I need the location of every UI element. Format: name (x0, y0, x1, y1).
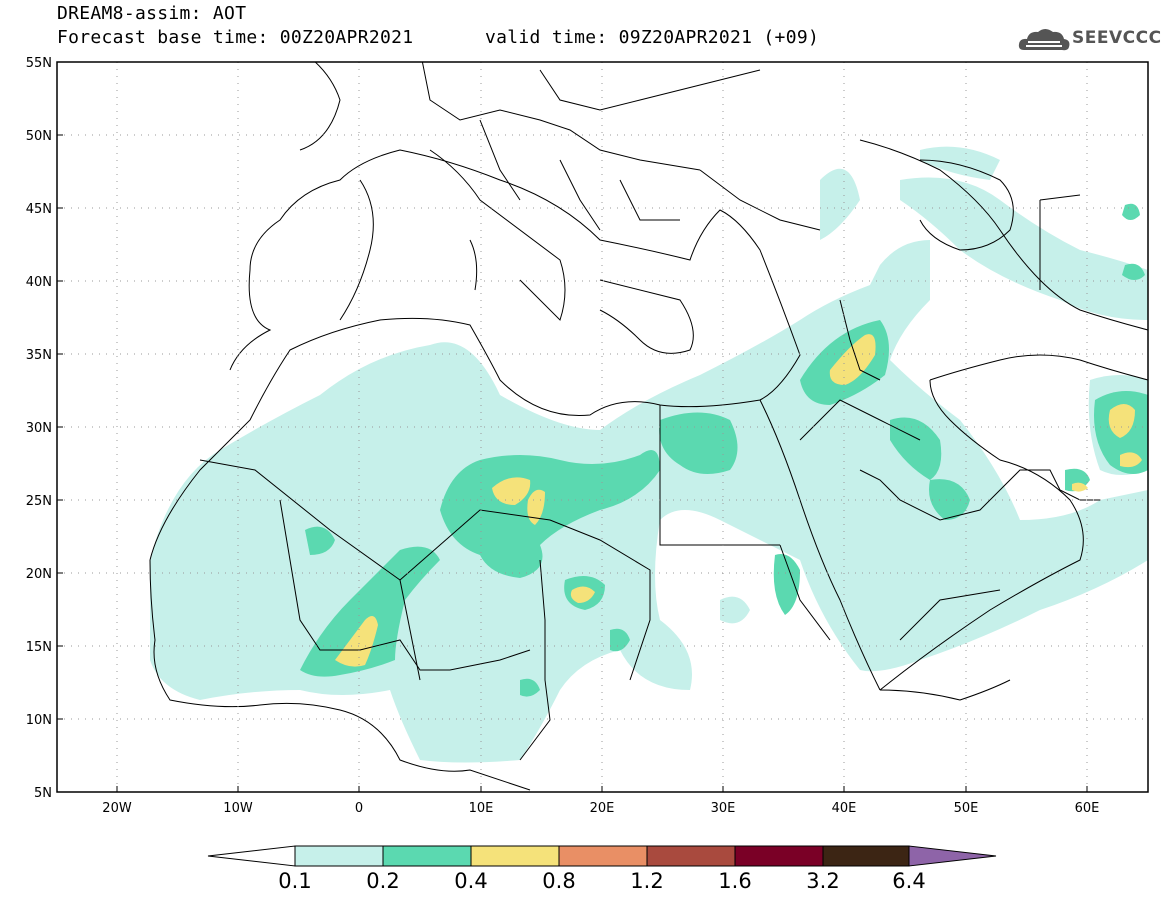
colorbar (207, 845, 997, 867)
lon-label: 60E (1075, 801, 1100, 816)
lon-label: 30E (711, 801, 736, 816)
colorbar-label: 0.2 (366, 869, 400, 893)
forecast-base-time: Forecast base time: 00Z20APR2021 (57, 27, 414, 48)
lat-label: 10N (26, 713, 52, 728)
lat-label: 20N (26, 567, 52, 582)
lon-label: 10W (223, 801, 253, 816)
colorbar-label: 0.4 (454, 869, 488, 893)
colorbar-swatch (646, 845, 736, 867)
lon-label: 20E (590, 801, 615, 816)
graticule (57, 62, 1148, 792)
colorbar-swatch (734, 845, 824, 867)
colorbar-label: 1.6 (718, 869, 752, 893)
cloud-icon (1018, 29, 1070, 51)
lat-label: 5N (34, 786, 52, 801)
lat-label: 30N (26, 421, 52, 436)
colorbar-label: 6.4 (892, 869, 926, 893)
lon-label: 40E (832, 801, 857, 816)
colorbar-label: 0.8 (542, 869, 576, 893)
lon-label: 10E (469, 801, 494, 816)
coastlines (149, 62, 1148, 791)
logo-text: SEEVCCC (1072, 28, 1162, 48)
map-title: DREAM8-assim: AOT (57, 3, 247, 24)
lat-label: 45N (26, 202, 52, 217)
colorbar-label: 0.1 (278, 869, 312, 893)
lat-label: 40N (26, 275, 52, 290)
colorbar-over-arrow (908, 845, 997, 867)
lat-label: 55N (26, 56, 52, 71)
lon-label: 0 (355, 801, 363, 816)
colorbar-label: 1.2 (630, 869, 664, 893)
lon-label: 50E (954, 801, 979, 816)
colorbar-swatch (470, 845, 560, 867)
lat-label: 15N (26, 640, 52, 655)
lat-label: 50N (26, 129, 52, 144)
seevccc-logo: SEEVCCC (1016, 22, 1161, 58)
lon-label: 20W (102, 801, 132, 816)
colorbar-swatch (382, 845, 472, 867)
colorbar-label: 3.2 (806, 869, 840, 893)
colorbar-under-arrow (207, 845, 296, 867)
valid-time: valid time: 09Z20APR2021 (+09) (485, 27, 820, 48)
colorbar-swatch (558, 845, 648, 867)
colorbar-swatch (294, 845, 384, 867)
lat-label: 25N (26, 494, 52, 509)
lat-label: 35N (26, 348, 52, 363)
aot-shading (150, 146, 1148, 763)
colorbar-swatch (822, 845, 910, 867)
